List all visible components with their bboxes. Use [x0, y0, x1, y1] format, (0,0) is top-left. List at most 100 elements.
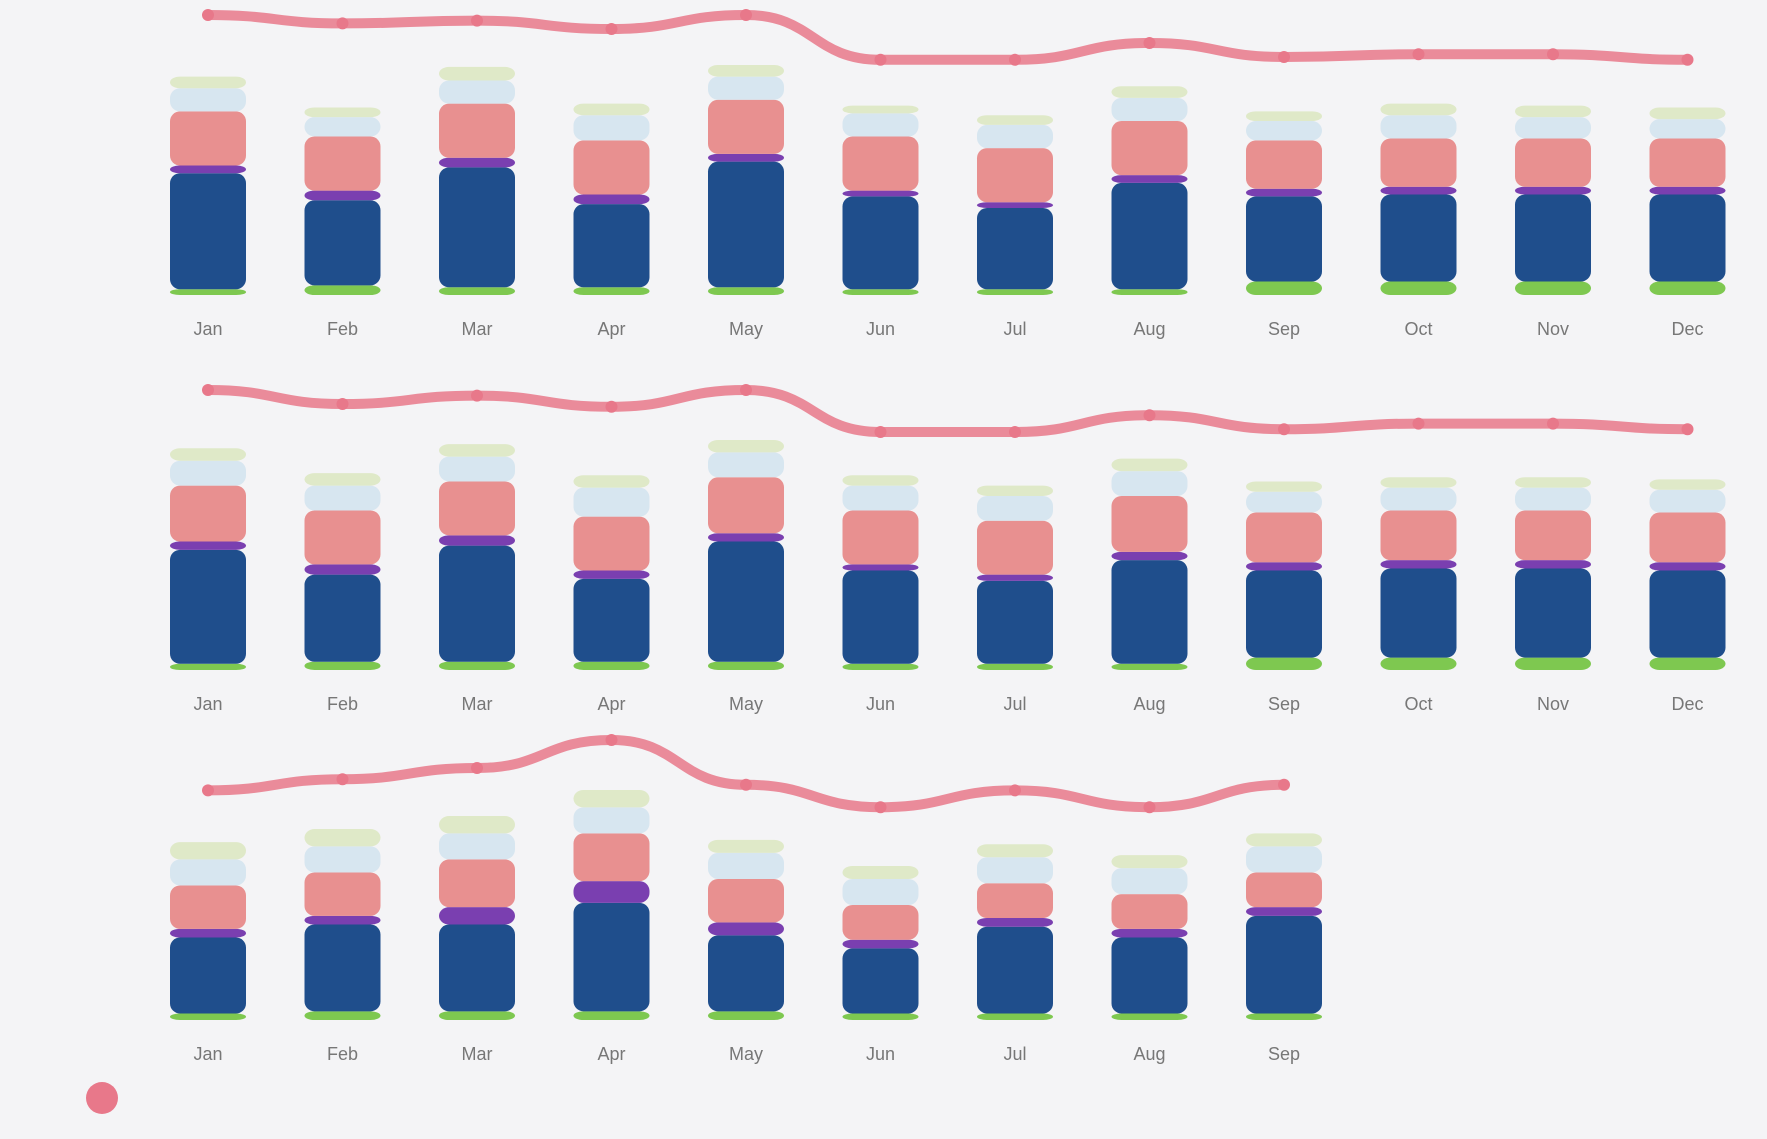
line-point	[1681, 53, 1694, 66]
line-point	[874, 426, 887, 438]
bar-segment	[708, 541, 784, 662]
bar-segment	[842, 113, 919, 137]
bar-segment	[977, 663, 1053, 670]
bar-segment	[842, 1013, 919, 1020]
line-point	[1278, 51, 1290, 63]
tick-label: Jul	[1003, 694, 1026, 714]
bar-segment	[1246, 491, 1322, 513]
bar-segment	[573, 287, 650, 295]
bar-segment	[573, 570, 650, 579]
bar-segment	[1649, 107, 1726, 120]
bar-segment	[304, 510, 381, 565]
line-point	[471, 389, 483, 402]
bar-segment	[842, 510, 919, 565]
bar-segment	[304, 924, 381, 1012]
bar-segment	[977, 115, 1053, 125]
line-point	[1143, 409, 1156, 422]
tick-label: Jan	[193, 319, 222, 339]
bar-segment	[573, 902, 650, 1012]
bar-segment	[1111, 551, 1188, 561]
bar-segment	[1246, 846, 1322, 873]
bar-segment	[1515, 477, 1591, 488]
legend-marker	[86, 1082, 118, 1114]
bar-segment	[1246, 111, 1322, 122]
bar-segment	[842, 663, 919, 670]
line-point	[202, 9, 214, 21]
bar-segment	[708, 533, 784, 542]
bar-segment	[573, 103, 650, 116]
bar-segment	[1111, 182, 1188, 290]
bar-segment	[439, 167, 515, 288]
bar-segment	[1111, 289, 1188, 295]
bar-segment	[170, 859, 246, 886]
tick-label: Apr	[597, 319, 625, 339]
bar-segment	[1111, 97, 1188, 122]
bar-segment	[1649, 479, 1726, 490]
chart-row-1: Jan Feb Mar Apr May Jun Jul Aug Sep Oct Nov Dec	[170, 9, 1726, 339]
bar-segment	[1246, 1013, 1322, 1020]
line-point	[202, 784, 214, 797]
bar-segment	[304, 872, 381, 916]
line-point	[1278, 778, 1290, 791]
bar-segment	[170, 460, 246, 486]
bar-segment	[1111, 458, 1188, 472]
bar-segment	[1380, 657, 1457, 670]
tick-label: Mar	[462, 1044, 493, 1064]
line-point	[1009, 426, 1021, 438]
bar-segment	[170, 173, 246, 290]
tick-label: Jan	[193, 694, 222, 714]
line-point	[605, 400, 618, 413]
bar-segment	[977, 289, 1053, 295]
bar-segment	[304, 574, 381, 662]
bar-segment	[1246, 570, 1322, 658]
bar-segment	[573, 1011, 650, 1020]
bar-segment	[842, 948, 919, 1014]
bar-segment	[1111, 894, 1188, 929]
line-point	[1278, 423, 1290, 436]
bar-segment	[842, 105, 919, 114]
bar-segment	[1380, 115, 1457, 139]
tick-label: May	[729, 694, 763, 714]
bar-segment	[1649, 119, 1726, 139]
bar-segment	[1111, 495, 1188, 552]
tick-label: Jan	[193, 1044, 222, 1064]
overlay-line	[203, 9, 1693, 65]
tick-label: Sep	[1268, 694, 1300, 714]
line-point	[1547, 417, 1559, 430]
bar-segment	[304, 661, 381, 670]
bar-segment	[573, 204, 650, 288]
bar-segment	[573, 115, 650, 141]
line-point	[1681, 423, 1694, 436]
bar-segment	[1649, 186, 1726, 195]
bar-segment	[1246, 281, 1322, 295]
bar-segment	[1111, 663, 1188, 670]
bar-segment	[1515, 657, 1591, 670]
line-point	[605, 23, 618, 35]
bar-segment	[439, 66, 515, 81]
bar-segment	[1380, 194, 1457, 282]
bar-segment	[1380, 487, 1457, 511]
tick-label: Jun	[866, 1044, 895, 1064]
bar-segment	[1111, 471, 1188, 496]
bar-segment	[708, 65, 784, 77]
bar-segment	[170, 289, 246, 295]
tick-label: Apr	[597, 694, 625, 714]
bar-segment	[1515, 487, 1591, 511]
bar-segment	[573, 487, 650, 517]
bar-segment	[304, 136, 381, 191]
line-point	[336, 398, 349, 410]
bar-segment	[708, 440, 784, 453]
tick-label: Mar	[462, 319, 493, 339]
bar-segment	[708, 922, 784, 936]
bar-segment	[439, 545, 515, 662]
tick-label: Sep	[1268, 1044, 1300, 1064]
bar-segment	[439, 816, 515, 834]
line-point	[874, 801, 887, 814]
bar-segment	[573, 790, 650, 808]
bar-segment	[1380, 560, 1457, 569]
tick-label: Jun	[866, 319, 895, 339]
bar-segment	[439, 80, 515, 104]
line-point	[1412, 48, 1425, 61]
tick-label: Jul	[1003, 319, 1026, 339]
bar-segment	[1246, 562, 1322, 571]
